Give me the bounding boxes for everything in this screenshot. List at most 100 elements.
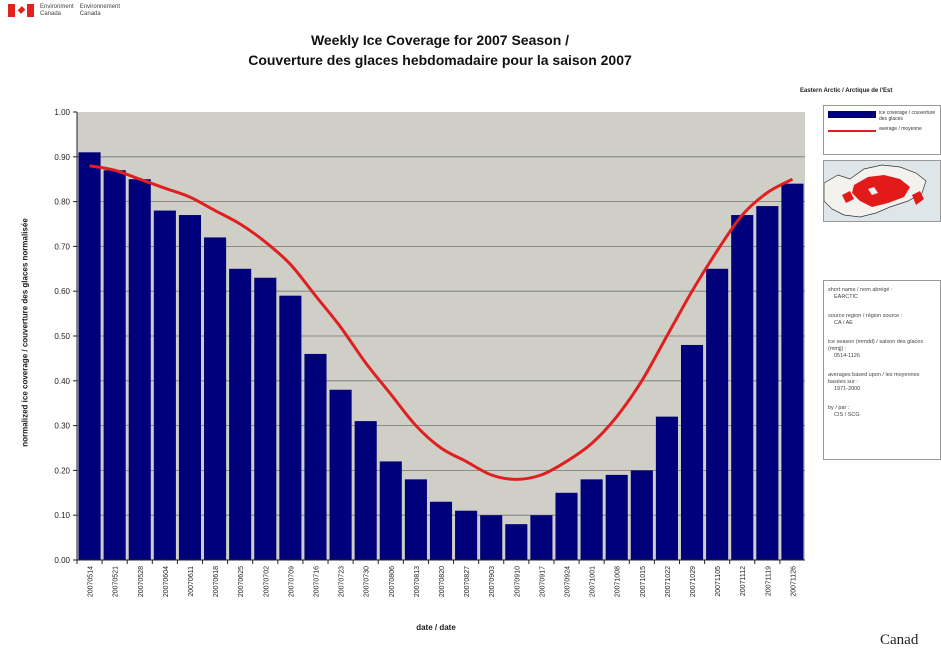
x-tick-label: 20070924 xyxy=(565,566,572,597)
info-by: by / par : CIS / SCG xyxy=(828,405,936,419)
x-axis-label: date / date xyxy=(416,623,456,632)
department-name-en: Environment Canada xyxy=(40,4,74,18)
y-tick-label: 0.70 xyxy=(54,242,70,251)
y-tick-label: 0.40 xyxy=(54,377,70,386)
bar xyxy=(781,183,804,560)
bar xyxy=(555,492,578,560)
info-label: averages based upon / les moyennes basée… xyxy=(828,372,920,385)
x-tick-label: 20071126 xyxy=(790,566,797,597)
x-tick-label: 20071029 xyxy=(690,566,697,597)
bars xyxy=(78,152,804,561)
bar xyxy=(429,501,453,560)
bar-swatch-icon xyxy=(828,111,876,118)
x-tick-label: 20071015 xyxy=(640,566,647,597)
government-signature: Environment Canada Environnement Canada xyxy=(8,4,120,18)
canada-flag-icon xyxy=(8,4,34,17)
bar xyxy=(78,152,101,560)
x-tick-label: 20070820 xyxy=(439,566,446,597)
bar xyxy=(379,461,402,560)
legend-item-ice-coverage: ice coverage / couverture des glaces xyxy=(828,110,940,122)
x-tick-label: 20070723 xyxy=(339,566,346,597)
x-tick-label: 20071001 xyxy=(590,566,597,597)
legend-label-average: average / moyenne xyxy=(879,126,922,132)
x-tick-label: 20070910 xyxy=(514,566,521,597)
bar xyxy=(731,215,754,561)
bar xyxy=(254,277,277,560)
chart-title-fr: Couverture des glaces hebdomadaire pour … xyxy=(248,52,632,68)
info-value: CA / AE xyxy=(834,320,853,326)
region-map xyxy=(823,160,941,222)
region-title: Eastern Arctic / Arctique de l'Est xyxy=(800,88,893,94)
x-tick-label: 20070827 xyxy=(464,566,471,597)
info-averages: averages based upon / les moyennes basée… xyxy=(828,372,936,393)
dept-fr-line1: Environnement xyxy=(79,4,121,10)
legend-label-ice-coverage: ice coverage / couverture des glaces xyxy=(879,110,936,122)
bar xyxy=(404,479,427,560)
x-tick-label: 20070604 xyxy=(163,566,170,597)
y-tick-label: 0.50 xyxy=(54,332,70,341)
info-value: 0514-1126 xyxy=(834,353,860,359)
bar xyxy=(204,237,227,560)
average-line xyxy=(89,164,794,481)
info-value: 1971-2000 xyxy=(834,386,861,392)
x-tick-label: 20070514 xyxy=(88,566,95,597)
info-short-name: short name / nom abrégé : EARCTIC xyxy=(828,287,936,301)
x-tick-label: 20070716 xyxy=(313,566,320,597)
bar xyxy=(530,515,553,560)
bar xyxy=(655,416,678,560)
info-label: short name / nom abrégé : xyxy=(828,287,893,293)
bar xyxy=(153,210,176,560)
x-tick-label: 20070903 xyxy=(489,566,496,597)
bar xyxy=(178,215,202,561)
x-tick-label: 20071008 xyxy=(615,566,622,597)
dept-en-line1: Environment xyxy=(40,4,74,10)
x-tick-label: 20070528 xyxy=(138,566,145,597)
x-tick-label: 20070813 xyxy=(414,566,421,597)
y-tick-label: 0.30 xyxy=(54,422,70,431)
bar xyxy=(580,479,603,560)
x-tick-label: 20070611 xyxy=(188,566,195,597)
y-tick-label: 0.00 xyxy=(54,556,70,565)
canada-wordmark: Canad xyxy=(880,632,919,648)
y-tick-label: 1.00 xyxy=(54,108,70,117)
dept-en-line2: Canada xyxy=(40,11,62,17)
y-axis-label: normalized ice coverage / couverture des… xyxy=(20,218,30,447)
x-tick-label: 20070625 xyxy=(238,566,245,597)
chart-title: Weekly Ice Coverage for 2007 Season / Co… xyxy=(180,30,700,70)
legend-item-average: average / moyenne xyxy=(828,126,940,132)
x-tick-label: 20070521 xyxy=(113,566,120,597)
bar xyxy=(103,170,126,561)
bar xyxy=(505,524,528,560)
bar xyxy=(706,268,729,560)
bar xyxy=(304,353,327,560)
y-tick-label: 0.80 xyxy=(54,198,70,207)
y-tick-label: 0.90 xyxy=(54,153,70,162)
bar xyxy=(605,474,628,560)
info-value: EARCTIC xyxy=(834,294,859,300)
x-axis-ticks: 20070514 20070521 20070528 20070604 20070611… xyxy=(76,560,797,597)
x-tick-label: 20070709 xyxy=(288,566,295,597)
x-tick-label: 20070618 xyxy=(213,566,220,597)
x-tick-label: 20070806 xyxy=(389,566,396,597)
bar xyxy=(329,389,352,560)
bar xyxy=(455,510,478,560)
axes xyxy=(76,112,805,561)
info-label: ice season (mmdd) / saison des glaces (m… xyxy=(828,339,924,352)
chart-title-en: Weekly Ice Coverage for 2007 Season / xyxy=(310,32,570,48)
y-axis-ticks: 0.00 0.10 0.20 0.30 0.40 0.50 0.60 0.70 0.80 0.90… xyxy=(54,108,77,565)
line-swatch-icon xyxy=(828,130,876,132)
region-info: short name / nom abrégé : EARCTIC source… xyxy=(823,280,941,460)
info-source-region: source region / région source : CA / AE xyxy=(828,313,936,327)
x-tick-label: 20071112 xyxy=(740,566,747,596)
info-ice-season: ice season (mmdd) / saison des glaces (m… xyxy=(828,339,936,360)
legend: ice coverage / couverture des glaces ave… xyxy=(823,105,941,155)
info-label: by / par : xyxy=(828,405,850,411)
info-label: source region / région source : xyxy=(828,313,903,319)
y-tick-label: 0.60 xyxy=(54,287,70,296)
department-name-fr: Environnement Canada xyxy=(80,4,120,18)
y-tick-label: 0.10 xyxy=(54,511,70,520)
bar xyxy=(756,206,779,560)
y-tick-label: 0.20 xyxy=(54,466,70,475)
bar xyxy=(128,179,151,560)
